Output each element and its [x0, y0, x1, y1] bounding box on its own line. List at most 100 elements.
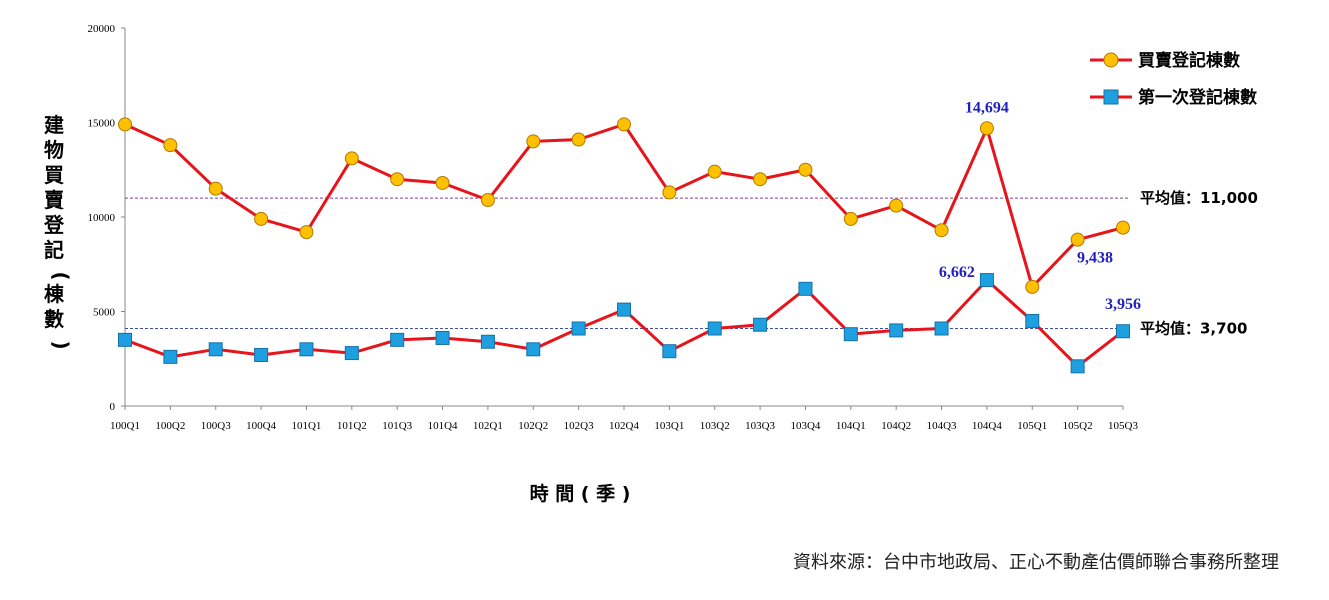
data-point-circle — [1025, 279, 1040, 294]
source-note: 資料來源：台中市地政局、正心不動產估價師聯合事務所整理 — [793, 552, 1279, 573]
y-tick-label: 10000 — [88, 212, 116, 224]
x-tick-label: 104Q4 — [972, 420, 1002, 432]
y-tick-label: 20000 — [88, 23, 116, 35]
y-ticks: 0 5000 10000 15000 20000 — [88, 23, 125, 413]
x-tick-label: 101Q3 — [382, 420, 412, 432]
x-tick-label: 104Q2 — [881, 420, 911, 432]
data-label: 3,956 — [1105, 296, 1141, 313]
y-axis-label-char: 數 — [44, 307, 64, 331]
average-label: 平均值：3,700 — [1140, 320, 1247, 338]
legend-marker-circle — [1103, 52, 1119, 68]
y-tick-label: 0 — [110, 401, 116, 413]
data-point-square — [798, 281, 813, 296]
data-point-square — [390, 332, 405, 347]
x-tick-label: 104Q3 — [927, 420, 957, 432]
data-point-circle — [480, 192, 495, 207]
data-point-circle — [798, 162, 813, 177]
data-point-circle — [889, 198, 904, 213]
data-point-square — [118, 332, 132, 347]
data-point-square — [662, 344, 677, 359]
data-point-circle — [979, 121, 994, 136]
data-point-circle — [254, 211, 269, 226]
y-tick-label: 15000 — [88, 118, 116, 130]
y-axis-label-char: 登 — [43, 213, 65, 237]
y-axis-label-char: 買 — [44, 163, 64, 187]
series-line — [124, 278, 1124, 368]
data-point-square — [753, 317, 768, 332]
data-point-square — [1070, 359, 1085, 374]
data-point-square — [979, 273, 994, 288]
data-point-square — [617, 302, 631, 317]
average-label: 平均值：11,000 — [1140, 189, 1258, 207]
x-tick-label: 102Q2 — [518, 420, 548, 432]
reference-lines: 平均值：11,000 平均值：3,700 — [125, 189, 1258, 338]
data-point-circle — [118, 117, 132, 132]
y-axis-label-char: 物 — [44, 138, 64, 162]
data-point-square — [1025, 313, 1040, 328]
annotations: 14,694 9,438 6,662 3,956 — [939, 99, 1141, 313]
data-label: 14,694 — [965, 99, 1009, 116]
legend-label: 買賣登記棟數 — [1138, 50, 1240, 71]
data-point-square — [254, 347, 269, 362]
data-point-circle — [934, 223, 949, 238]
y-axis-label-char: ) — [49, 340, 73, 349]
y-axis-label-char: 棟 — [44, 282, 65, 306]
x-tick-label: 103Q3 — [745, 420, 775, 432]
data-point-square — [889, 323, 904, 338]
data-point-circle — [163, 138, 178, 153]
data-point-square — [934, 321, 949, 336]
data-point-circle — [1070, 232, 1085, 247]
data-point-square — [480, 334, 495, 349]
data-label: 9,438 — [1077, 250, 1113, 267]
x-tick-label: 105Q2 — [1063, 420, 1093, 432]
data-point-square — [299, 342, 314, 357]
series-layer — [118, 117, 1130, 374]
data-point-circle — [299, 225, 314, 240]
data-point-circle — [707, 164, 722, 179]
y-axis-label-char: 賣 — [44, 188, 65, 212]
data-point-square — [843, 327, 858, 342]
x-tick-label: 104Q1 — [836, 420, 866, 432]
data-point-square — [707, 321, 722, 336]
data-point-square — [1116, 324, 1130, 339]
x-tick-label: 102Q4 — [609, 420, 639, 432]
x-tick-label: 100Q4 — [246, 420, 276, 432]
data-point-square — [435, 330, 450, 345]
x-tick-label: 101Q4 — [428, 420, 458, 432]
data-point-square — [208, 342, 223, 357]
series-line — [124, 122, 1124, 289]
data-point-circle — [571, 132, 586, 147]
x-tick-label: 105Q3 — [1108, 420, 1138, 432]
x-tick-label: 101Q1 — [291, 420, 321, 432]
data-point-circle — [435, 175, 450, 190]
x-tick-label: 102Q3 — [564, 420, 594, 432]
y-axis-label-char: 記 — [44, 238, 64, 262]
data-point-circle — [843, 211, 858, 226]
data-point-square — [526, 342, 541, 357]
data-point-circle — [753, 172, 768, 187]
data-point-circle — [526, 134, 541, 149]
x-axis-label: 時 間 ( 季 ) — [530, 483, 631, 505]
data-point-circle — [344, 151, 359, 166]
legend-marker-square — [1103, 89, 1119, 105]
data-point-circle — [208, 181, 223, 196]
data-point-circle — [662, 185, 677, 200]
axes — [124, 28, 1123, 407]
x-tick-label: 103Q1 — [654, 420, 684, 432]
data-point-square — [344, 346, 359, 361]
data-point-square — [571, 321, 586, 336]
y-axis-label-char: ( — [49, 271, 73, 280]
y-axis-label-char: 建 — [44, 113, 64, 137]
x-tick-label: 105Q1 — [1017, 420, 1047, 432]
x-tick-label: 100Q2 — [155, 420, 185, 432]
y-tick-label: 5000 — [93, 307, 116, 319]
data-point-circle — [390, 172, 405, 187]
x-tick-label: 103Q2 — [700, 420, 730, 432]
x-tick-label: 100Q1 — [110, 420, 140, 432]
x-tick-label: 103Q4 — [790, 420, 820, 432]
x-tick-label: 101Q2 — [337, 420, 367, 432]
data-point-square — [163, 349, 178, 364]
